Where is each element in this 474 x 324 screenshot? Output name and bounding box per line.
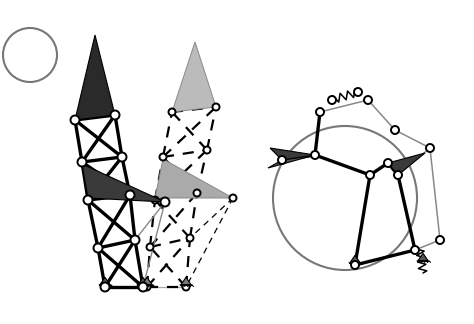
Circle shape: [93, 244, 102, 252]
Circle shape: [278, 156, 286, 164]
Circle shape: [384, 159, 392, 167]
Polygon shape: [155, 159, 233, 198]
Circle shape: [161, 198, 170, 206]
Polygon shape: [142, 277, 152, 284]
Circle shape: [426, 144, 434, 152]
Polygon shape: [172, 42, 216, 112]
Polygon shape: [350, 255, 360, 262]
Circle shape: [110, 110, 119, 120]
Circle shape: [311, 151, 319, 159]
Circle shape: [316, 108, 324, 116]
Circle shape: [212, 103, 219, 110]
Circle shape: [186, 235, 193, 241]
Circle shape: [351, 261, 359, 269]
Circle shape: [146, 244, 154, 250]
Circle shape: [436, 236, 444, 244]
Circle shape: [78, 157, 86, 167]
Circle shape: [3, 28, 57, 82]
Circle shape: [328, 96, 336, 104]
Circle shape: [152, 196, 158, 203]
Circle shape: [364, 96, 372, 104]
Polygon shape: [138, 277, 148, 284]
Polygon shape: [181, 277, 191, 284]
Circle shape: [229, 194, 237, 202]
Polygon shape: [100, 277, 110, 284]
Circle shape: [159, 154, 166, 160]
Circle shape: [126, 191, 135, 200]
Circle shape: [168, 109, 175, 115]
Circle shape: [193, 190, 201, 196]
Circle shape: [118, 153, 127, 161]
Circle shape: [366, 171, 374, 179]
Circle shape: [182, 284, 190, 291]
Circle shape: [273, 126, 417, 270]
Circle shape: [83, 195, 92, 204]
Circle shape: [138, 283, 147, 292]
Circle shape: [354, 88, 362, 96]
Circle shape: [394, 171, 402, 179]
Circle shape: [100, 283, 109, 292]
Circle shape: [203, 146, 210, 154]
Circle shape: [130, 236, 139, 245]
Polygon shape: [268, 155, 315, 168]
Polygon shape: [270, 148, 315, 160]
Circle shape: [71, 115, 80, 124]
Polygon shape: [418, 253, 428, 260]
Polygon shape: [82, 164, 165, 202]
Circle shape: [144, 284, 151, 291]
Polygon shape: [388, 153, 425, 175]
Circle shape: [391, 126, 399, 134]
Polygon shape: [75, 35, 115, 120]
Circle shape: [411, 246, 419, 254]
